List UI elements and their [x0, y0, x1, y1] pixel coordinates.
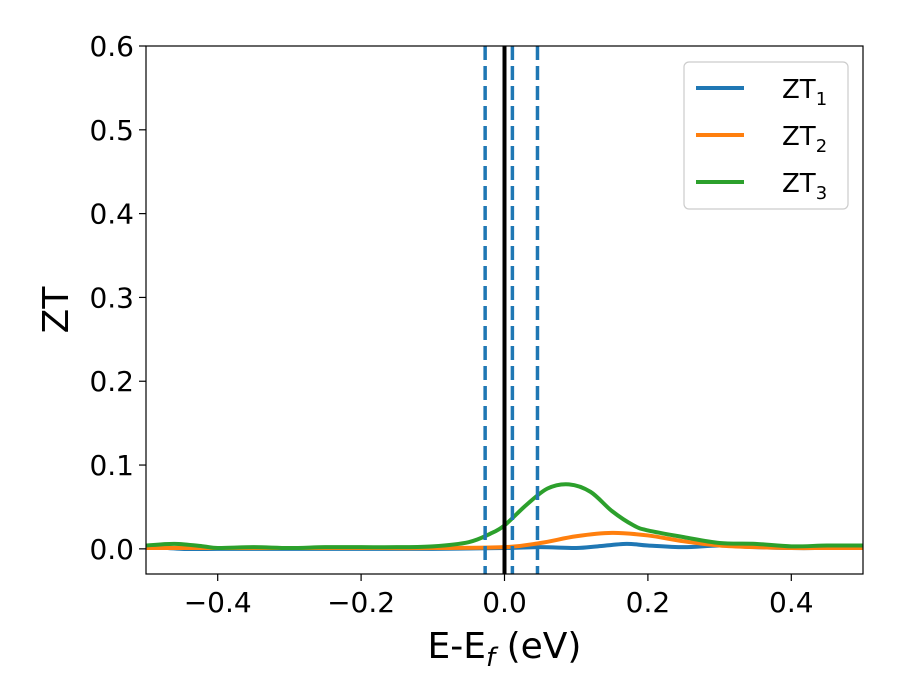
plot-area	[146, 46, 863, 574]
x-tick-label: −0.2	[327, 586, 395, 619]
y-tick-label: 0.3	[89, 281, 134, 314]
x-tick-label: 0.0	[482, 586, 527, 619]
y-tick-label: 0.0	[89, 533, 134, 566]
y-axis-title: ZT	[36, 286, 77, 334]
series-line-zt3	[146, 482, 863, 551]
legend-label-zt3: ZT3	[782, 169, 827, 204]
y-tick-label: 0.4	[89, 198, 134, 231]
legend-box	[683, 61, 849, 210]
x-tick-label: −0.4	[184, 586, 252, 619]
axes: −0.4 −0.2 0.0 0.2 0.4 0.0 0.1 0.2 0.3 0.4 0.5 0.6 E-…	[36, 30, 864, 673]
plot-inner	[146, 46, 863, 574]
x-tick-label: 0.2	[626, 586, 671, 619]
y-tick-label: 0.1	[89, 449, 134, 482]
y-tick-label: 0.5	[89, 114, 134, 147]
legend-label-zt1: ZT1	[782, 75, 827, 110]
y-tick-label: 0.6	[89, 30, 134, 63]
legend: ZT1 ZT2 ZT3	[683, 61, 849, 210]
x-tick-label: 0.4	[769, 586, 814, 619]
y-tick-label: 0.2	[89, 365, 134, 398]
legend-label-zt2: ZT2	[782, 122, 827, 157]
x-axis-title: E-Ef (eV)	[428, 626, 582, 673]
